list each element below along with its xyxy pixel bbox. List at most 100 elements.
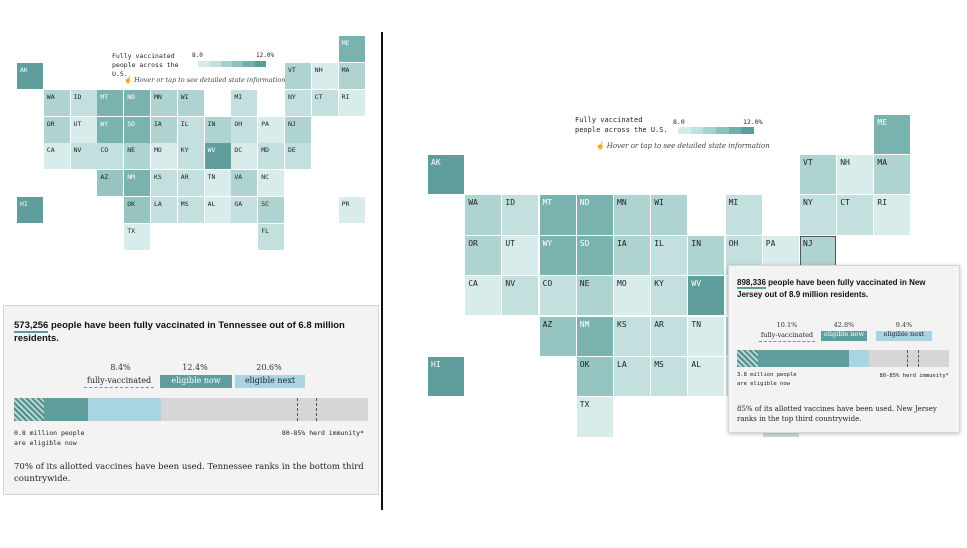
state-tile-or[interactable]: OR xyxy=(44,117,70,143)
state-tile-co[interactable]: CO xyxy=(97,143,123,169)
state-tile-vt[interactable]: VT xyxy=(285,63,311,89)
state-tile-mo[interactable]: MO xyxy=(151,143,177,169)
state-tile-ne[interactable]: NE xyxy=(577,276,613,315)
state-tile-wy[interactable]: WY xyxy=(540,236,576,275)
state-tile-nd[interactable]: ND xyxy=(124,90,150,116)
state-tile-hi[interactable]: HI xyxy=(17,197,43,223)
state-tile-nc[interactable]: NC xyxy=(258,170,284,196)
state-tile-me[interactable]: ME xyxy=(339,36,365,62)
state-tile-ga[interactable]: GA xyxy=(231,197,257,223)
state-tile-tx[interactable]: TX xyxy=(577,397,613,436)
state-tile-ks[interactable]: KS xyxy=(614,317,650,356)
state-tile-label: IN xyxy=(208,120,216,128)
state-tile-ok[interactable]: OK xyxy=(124,197,150,223)
state-tile-nh[interactable]: NH xyxy=(837,155,873,194)
state-tile-wv[interactable]: WV xyxy=(688,276,724,315)
state-tile-ct[interactable]: CT xyxy=(837,195,873,234)
state-tile-ak[interactable]: AK xyxy=(428,155,464,194)
state-tile-ms[interactable]: MS xyxy=(178,197,204,223)
state-tile-mt[interactable]: MT xyxy=(97,90,123,116)
state-tile-va[interactable]: VA xyxy=(231,170,257,196)
state-tile-label: MA xyxy=(877,158,887,167)
state-tile-ut[interactable]: UT xyxy=(71,117,97,143)
legend-ramp xyxy=(198,61,266,67)
state-tile-dc[interactable]: DC xyxy=(231,143,257,169)
headline-text: people have been fully vaccinated in Ten… xyxy=(14,320,345,344)
state-tile-ca[interactable]: CA xyxy=(465,276,501,315)
state-tile-co[interactable]: CO xyxy=(540,276,576,315)
state-tile-nh[interactable]: NH xyxy=(312,63,338,89)
state-tile-sd[interactable]: SD xyxy=(124,117,150,143)
state-tile-vt[interactable]: VT xyxy=(800,155,836,194)
state-tile-mi[interactable]: MI xyxy=(231,90,257,116)
state-tile-ia[interactable]: IA xyxy=(151,117,177,143)
state-tile-il[interactable]: IL xyxy=(651,236,687,275)
state-tile-label: NH xyxy=(840,158,850,167)
state-tile-label: RI xyxy=(877,198,887,207)
state-tile-tn[interactable]: TN xyxy=(688,317,724,356)
state-tile-hi[interactable]: HI xyxy=(428,357,464,396)
state-tile-ky[interactable]: KY xyxy=(651,276,687,315)
state-tile-ak[interactable]: AK xyxy=(17,63,43,89)
state-tile-ks[interactable]: KS xyxy=(151,170,177,196)
state-tile-ms[interactable]: MS xyxy=(651,357,687,396)
state-tile-la[interactable]: LA xyxy=(151,197,177,223)
state-tile-tn[interactable]: TN xyxy=(205,170,231,196)
state-tile-in[interactable]: IN xyxy=(205,117,231,143)
state-tile-ri[interactable]: RI xyxy=(874,195,910,234)
state-tile-sd[interactable]: SD xyxy=(577,236,613,275)
state-tile-mi[interactable]: MI xyxy=(726,195,762,234)
state-tile-tx[interactable]: TX xyxy=(124,224,150,250)
state-tile-az[interactable]: AZ xyxy=(540,317,576,356)
state-tile-nm[interactable]: NM xyxy=(124,170,150,196)
state-tile-me[interactable]: ME xyxy=(874,115,910,154)
state-tile-wv[interactable]: WV xyxy=(205,143,231,169)
state-tile-pr[interactable]: PR xyxy=(339,197,365,223)
state-tile-ky[interactable]: KY xyxy=(178,143,204,169)
state-tile-or[interactable]: OR xyxy=(465,236,501,275)
state-tile-mt[interactable]: MT xyxy=(540,195,576,234)
state-tile-label: MT xyxy=(543,198,553,207)
state-tile-la[interactable]: LA xyxy=(614,357,650,396)
state-tile-wi[interactable]: WI xyxy=(178,90,204,116)
state-tile-mn[interactable]: MN xyxy=(614,195,650,234)
state-tile-il[interactable]: IL xyxy=(178,117,204,143)
state-tile-nv[interactable]: NV xyxy=(502,276,538,315)
state-tile-wa[interactable]: WA xyxy=(44,90,70,116)
state-tile-ny[interactable]: NY xyxy=(800,195,836,234)
state-tile-ma[interactable]: MA xyxy=(339,63,365,89)
state-tile-nd[interactable]: ND xyxy=(577,195,613,234)
state-tile-nv[interactable]: NV xyxy=(71,143,97,169)
state-tile-nm[interactable]: NM xyxy=(577,317,613,356)
state-tile-ok[interactable]: OK xyxy=(577,357,613,396)
state-tile-sc[interactable]: SC xyxy=(258,197,284,223)
state-tile-mn[interactable]: MN xyxy=(151,90,177,116)
state-tile-fl[interactable]: FL xyxy=(258,224,284,250)
state-tile-md[interactable]: MD xyxy=(258,143,284,169)
state-tile-al[interactable]: AL xyxy=(205,197,231,223)
state-tile-ct[interactable]: CT xyxy=(312,90,338,116)
state-tile-label: TN xyxy=(691,320,701,329)
state-tile-al[interactable]: AL xyxy=(688,357,724,396)
state-tile-ny[interactable]: NY xyxy=(285,90,311,116)
state-tile-ar[interactable]: AR xyxy=(651,317,687,356)
state-tile-ca[interactable]: CA xyxy=(44,143,70,169)
state-tile-de[interactable]: DE xyxy=(285,143,311,169)
state-tile-az[interactable]: AZ xyxy=(97,170,123,196)
state-tile-id[interactable]: ID xyxy=(502,195,538,234)
state-tile-ne[interactable]: NE xyxy=(124,143,150,169)
state-tile-ri[interactable]: RI xyxy=(339,90,365,116)
state-tile-ar[interactable]: AR xyxy=(178,170,204,196)
state-tile-nj[interactable]: NJ xyxy=(285,117,311,143)
state-tile-mo[interactable]: MO xyxy=(614,276,650,315)
state-tile-ut[interactable]: UT xyxy=(502,236,538,275)
state-tile-ma[interactable]: MA xyxy=(874,155,910,194)
state-tile-in[interactable]: IN xyxy=(688,236,724,275)
state-tile-wa[interactable]: WA xyxy=(465,195,501,234)
state-tile-oh[interactable]: OH xyxy=(231,117,257,143)
state-tile-id[interactable]: ID xyxy=(71,90,97,116)
state-tile-ia[interactable]: IA xyxy=(614,236,650,275)
state-tile-wy[interactable]: WY xyxy=(97,117,123,143)
state-tile-wi[interactable]: WI xyxy=(651,195,687,234)
state-tile-pa[interactable]: PA xyxy=(258,117,284,143)
